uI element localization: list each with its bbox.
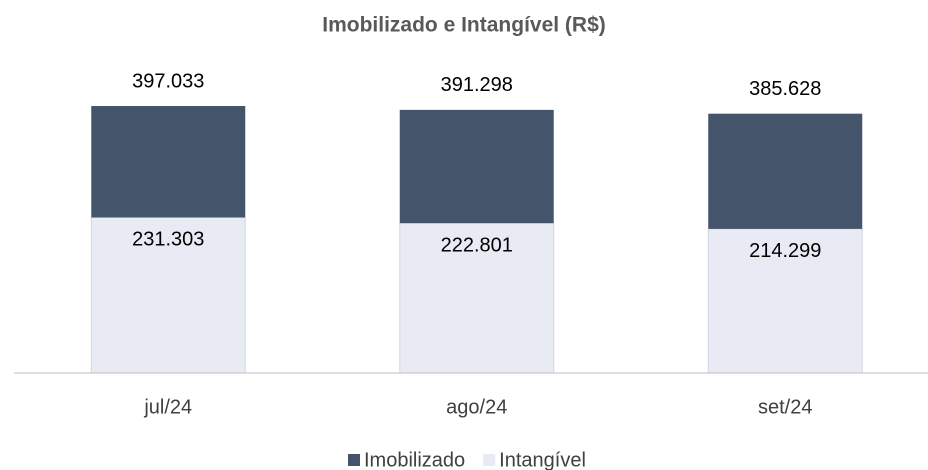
total-label: 397.033 [132, 70, 204, 92]
legend-label: Intangível [499, 449, 586, 470]
legend-label: Imobilizado [364, 449, 465, 470]
data-label: 214.299 [749, 240, 821, 262]
chart-title: Imobilizado e Intangível (R$) [322, 14, 606, 37]
x-tick-label: set/24 [758, 396, 812, 418]
bar-segment [708, 113, 863, 229]
bar-segment [90, 216, 246, 374]
total-label: 385.628 [749, 78, 821, 100]
x-tick-label: jul/24 [143, 396, 192, 418]
bar-segment [399, 222, 555, 374]
legend-swatch [483, 454, 496, 466]
bar-segment [91, 106, 246, 218]
legend-swatch [348, 454, 360, 466]
x-tick-label: ago/24 [446, 396, 507, 418]
total-label: 391.298 [441, 74, 513, 96]
bar-segment [399, 109, 554, 224]
data-label: 231.303 [132, 229, 204, 251]
data-label: 222.801 [441, 234, 513, 256]
